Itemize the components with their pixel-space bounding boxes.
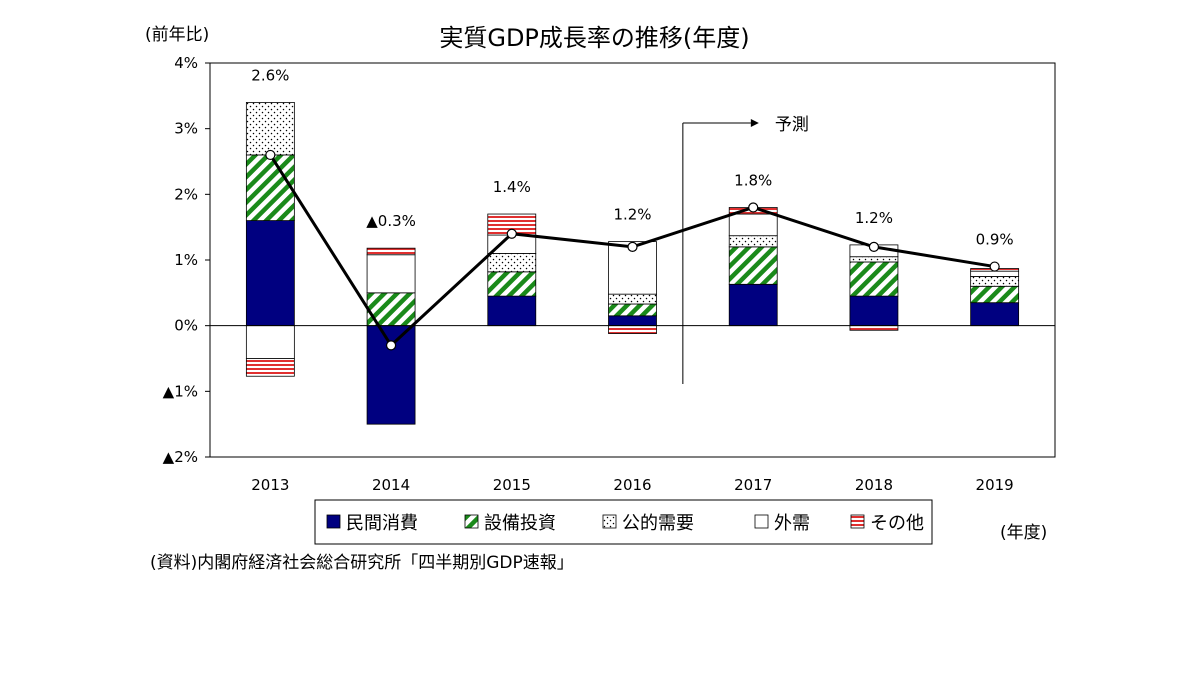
legend-swatch-other <box>850 514 865 529</box>
bar-external-2014 <box>366 254 416 294</box>
legend-label-other: その他 <box>870 513 924 534</box>
chart-title: 実質GDP成長率の推移(年度) <box>439 24 750 52</box>
bar-external-2017 <box>728 213 778 237</box>
gdp-point-2015 <box>506 228 517 239</box>
bar-capex-2013 <box>245 154 295 221</box>
bar-external-2013 <box>245 325 295 359</box>
x-tick-label: 2015 <box>493 476 531 494</box>
bar-capex-2019 <box>970 285 1020 304</box>
bar-other-2014 <box>366 247 416 256</box>
bar-consumption-2019 <box>970 302 1020 327</box>
x-tick-label: 2017 <box>734 476 772 494</box>
y-tick-label: 3% <box>174 120 198 138</box>
bar-other-2013 <box>245 358 295 377</box>
bar-capex-2015 <box>487 271 537 297</box>
x-tick-label: 2014 <box>372 476 410 494</box>
y-tick-label: ▲2% <box>163 448 198 466</box>
bar-other-2016 <box>608 325 657 334</box>
gdp-point-2019 <box>989 261 1000 272</box>
legend-label-capex: 設備投資 <box>484 513 556 534</box>
data-label-2013: 2.6% <box>251 66 289 84</box>
y-tick-label: ▲1% <box>163 382 198 400</box>
legend-label-consumption: 民間消費 <box>346 513 418 534</box>
data-label-2014: ▲0.3% <box>366 212 416 230</box>
bar-consumption-2015 <box>487 295 537 327</box>
bar-capex-2017 <box>728 246 778 285</box>
y-axis-unit-label: (前年比) <box>145 25 210 45</box>
x-tick-label: 2018 <box>855 476 893 494</box>
gdp-point-2014 <box>385 340 397 351</box>
bar-public-2016 <box>608 293 657 305</box>
legend-swatch-external <box>754 514 769 529</box>
bar-consumption-2017 <box>728 283 778 327</box>
x-tick-label: 2013 <box>251 476 289 494</box>
bar-consumption-2018 <box>849 295 899 327</box>
legend-label-external: 外需 <box>774 513 810 534</box>
y-tick-label: 0% <box>174 317 198 335</box>
data-label-2018: 1.2% <box>855 209 893 227</box>
bar-public-2019 <box>970 276 1020 287</box>
legend-swatch-public <box>602 514 617 529</box>
legend-swatch-capex <box>464 514 479 529</box>
data-label-2019: 0.9% <box>976 231 1014 249</box>
bar-public-2018 <box>849 256 899 263</box>
bar-capex-2018 <box>849 261 899 297</box>
bar-public-2015 <box>487 253 537 273</box>
bar-consumption-2016 <box>608 315 657 327</box>
bar-external-2019 <box>970 270 1020 277</box>
data-label-2016: 1.2% <box>613 206 651 224</box>
legend-label-public: 公的需要 <box>622 513 694 534</box>
x-tick-label: 2019 <box>976 476 1014 494</box>
data-label-2017: 1.8% <box>734 171 772 189</box>
y-tick-label: 4% <box>174 54 198 72</box>
bar-consumption-2013 <box>245 220 295 327</box>
y-tick-label: 2% <box>174 185 198 203</box>
bar-public-2017 <box>728 235 778 248</box>
data-label-2015: 1.4% <box>493 178 531 196</box>
x-tick-label: 2016 <box>613 476 651 494</box>
legend-swatch-consumption <box>326 514 341 529</box>
legend-box <box>314 499 933 545</box>
y-tick-label: 1% <box>174 251 198 269</box>
forecast-label: 予測 <box>775 115 809 135</box>
bar-public-2013 <box>245 102 295 156</box>
bar-capex-2016 <box>608 303 657 317</box>
gdp-point-2018 <box>868 241 880 252</box>
gdp-point-2017 <box>748 202 759 213</box>
x-axis-unit-label: (年度) <box>1000 523 1048 543</box>
forecast-arrow-head <box>750 119 759 127</box>
gdp-point-2013 <box>265 149 276 161</box>
bar-other-2018 <box>849 325 899 331</box>
source-note: (資料)内閣府経済社会総合研究所「四半期別GDP速報」 <box>150 553 574 573</box>
gdp-point-2016 <box>627 241 638 252</box>
